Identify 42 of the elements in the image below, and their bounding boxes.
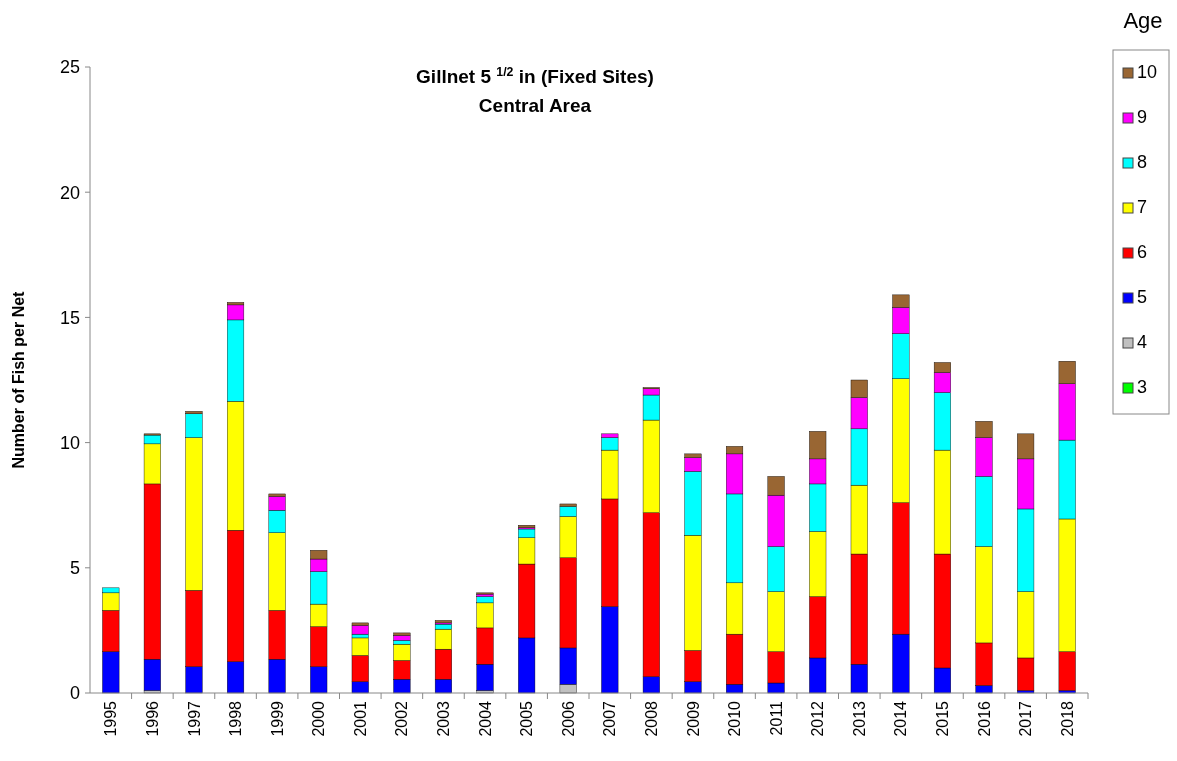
y-tick-label: 0 [69, 683, 80, 704]
x-tick-label: 2005 [518, 700, 536, 737]
x-tick-label: 2010 [726, 700, 744, 737]
y-tick-label: 5 [69, 558, 80, 579]
x-tick-label: 1997 [185, 700, 203, 737]
x-tick-label: 1995 [102, 700, 120, 737]
legend-label: 10 [1137, 62, 1158, 82]
x-tick-label: 1999 [268, 700, 286, 737]
x-tick-label: 2004 [476, 700, 494, 737]
x-tick-label: 1996 [143, 700, 161, 737]
legend-label: 6 [1137, 242, 1148, 262]
legend-label: 3 [1137, 377, 1148, 397]
x-tick-label: 2013 [850, 700, 868, 737]
legend-label: 9 [1137, 107, 1148, 127]
x-tick-label: 2007 [601, 700, 619, 737]
x-tick-label: 2014 [892, 700, 910, 737]
y-tick-label: 15 [59, 307, 80, 328]
x-tick-label: 2016 [975, 700, 993, 737]
x-tick-label: 2018 [1058, 700, 1076, 737]
chart-title: Gillnet 5 $^{1/2}$ in (Fixed Sites) [416, 65, 654, 87]
x-tick-label: 2000 [310, 700, 328, 737]
x-tick-label: 2015 [934, 700, 952, 737]
y-tick-label: 10 [59, 432, 80, 453]
x-tick-label: 2002 [393, 700, 411, 737]
x-tick-label: 2003 [435, 700, 453, 737]
y-tick-label: 25 [59, 57, 80, 78]
y-tick-label: 20 [59, 182, 80, 203]
x-tick-label: 2001 [351, 700, 369, 737]
x-tick-label: 1998 [227, 700, 245, 737]
legend-label: 8 [1137, 152, 1148, 172]
x-tick-label: 2008 [642, 700, 660, 737]
legend-title: Age [1123, 8, 1163, 33]
x-tick-label: 2011 [767, 700, 785, 736]
x-tick-label: 2006 [559, 700, 577, 737]
legend-label: 7 [1137, 197, 1148, 217]
text: Central Area [478, 95, 592, 116]
x-tick-label: 2017 [1017, 700, 1035, 737]
x-tick-label: 2012 [809, 700, 827, 737]
legend-label: 4 [1137, 332, 1148, 352]
x-tick-label: 2009 [684, 700, 702, 737]
y-axis-title: Number of Fish per Net [10, 290, 27, 469]
legend-label: 5 [1137, 287, 1148, 307]
